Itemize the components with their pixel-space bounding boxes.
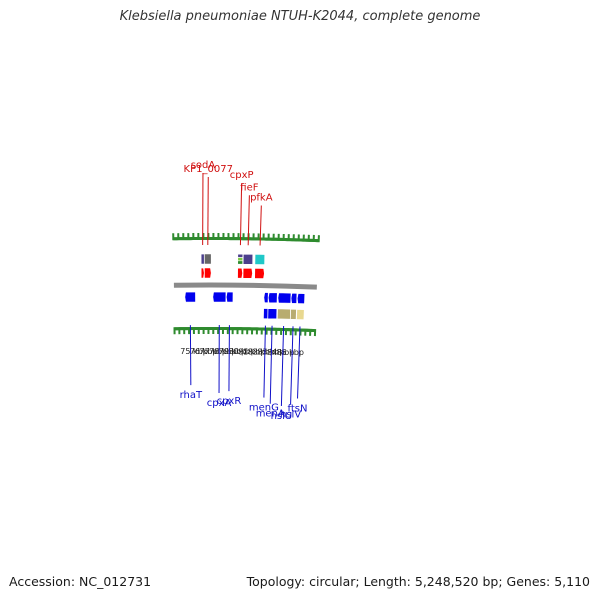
gene-label-fieF: fieF: [240, 182, 258, 193]
feature-cpxP-stripe: [237, 257, 244, 262]
gene-label-rhaT: rhaT: [180, 390, 203, 401]
gene-label-KP1_0077: KP1_0077: [184, 164, 233, 175]
genome-backbone: [173, 282, 317, 290]
gene-leader: [239, 183, 243, 246]
gene-leader: [290, 326, 294, 405]
inner-tick-ring: [173, 326, 317, 337]
feature-sodA: [200, 267, 205, 279]
feature-menA: [267, 292, 278, 304]
scale-label: 84 kbp: [267, 348, 295, 357]
gene-label-ftsN: ftsN: [288, 403, 308, 414]
gene-label-pfkA: pfkA: [250, 192, 273, 203]
feature-hslU: [277, 308, 291, 320]
gene-label-cpxR: cpxR: [217, 396, 242, 407]
map-title: Klebsiella pneumoniae NTUH-K2044, comple…: [119, 9, 481, 24]
gene-leader: [247, 195, 250, 246]
feature-cpxA: [212, 291, 227, 303]
scale-label: 81 kbp: [238, 347, 266, 356]
feature-cpxP-stripe: [237, 253, 244, 258]
scale-label: 85 kbp: [276, 348, 304, 357]
gene-leader: [297, 326, 301, 399]
scale-label: 75 kbp: [180, 347, 208, 356]
feature-pfkA: [254, 254, 266, 265]
scale-label: 77 kbp: [200, 347, 228, 356]
feature-cpxP-stripe: [237, 260, 244, 265]
gene-label-menG: menG: [249, 403, 279, 414]
gene-label-cpxP: cpxP: [230, 170, 254, 181]
feature-hslV: [290, 292, 298, 304]
topology-text: Topology: circular; Length: 5,248,520 bp…: [246, 574, 590, 589]
feature-KP1_0077: [204, 253, 212, 265]
scale-label: 76 kbp: [190, 347, 218, 356]
gene-label-cpxA: cpxA: [207, 398, 232, 409]
scale-label: 79 kbp: [219, 347, 247, 356]
feature-ftsN: [296, 309, 305, 320]
scale-label: 80 kbp: [228, 347, 256, 356]
gene-leader: [263, 325, 266, 398]
feature-fieF: [242, 253, 254, 265]
gene-leader: [280, 326, 285, 407]
accession-text: Accession: NC_012731: [9, 574, 152, 589]
feature-cpxP: [237, 267, 243, 279]
scale-label: 82 kbp: [248, 348, 276, 357]
feature-menG: [263, 292, 269, 303]
feature-tracks: [184, 253, 306, 320]
feature-ftsN: [296, 293, 306, 304]
feature-cpxR: [225, 291, 234, 303]
gene-label-hslU: hslU: [271, 411, 293, 422]
feature-fieF: [242, 267, 253, 279]
feature-KP1_0077: [204, 267, 212, 279]
feature-menG: [263, 308, 269, 319]
feature-sodA: [200, 253, 205, 265]
feature-menA: [267, 308, 278, 320]
gene-label-hslV: hslV: [280, 409, 301, 420]
gene-label-sodA: sodA: [191, 160, 216, 171]
scale-label: 78 kbp: [209, 347, 237, 356]
feature-hslU: [277, 292, 292, 304]
gene-leader: [269, 325, 273, 404]
gene-label-menA: menA: [256, 409, 285, 420]
feature-pfkA: [254, 268, 265, 279]
feature-rhaT: [184, 291, 196, 303]
outer-tick-ring: [172, 232, 320, 243]
gene-leader: [259, 205, 262, 246]
feature-hslV: [290, 308, 297, 320]
